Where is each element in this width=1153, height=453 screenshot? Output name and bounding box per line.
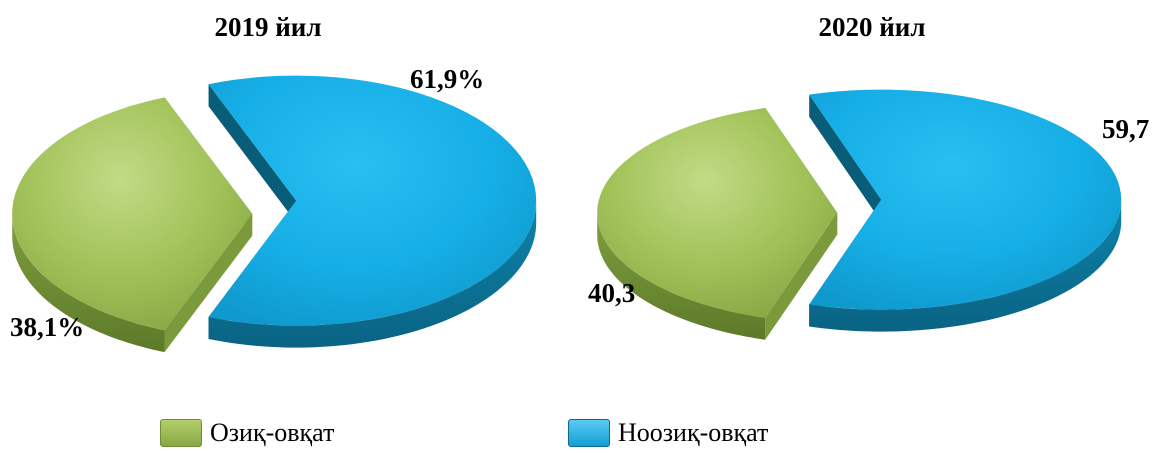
data-label-2019-nonfood: 61,9% xyxy=(410,64,484,94)
pie-chart-2019: 2019 йил 38,1% 61,9% xyxy=(10,12,537,353)
pie-2020-food-cut-face-1 xyxy=(765,212,838,340)
legend-swatch-food xyxy=(160,419,202,447)
data-label-2020-food: 40,3 xyxy=(588,278,635,308)
pie-2020-food-rim-1 xyxy=(597,212,766,340)
pie-2020-nonfood-rim-1 xyxy=(809,199,1122,332)
pie-2019-nonfood-cut-face-1 xyxy=(208,84,297,223)
data-label-2019-food: 38,1% xyxy=(10,312,84,342)
pie-2020-slice-nonfood xyxy=(809,89,1122,310)
legend-swatch-nonfood xyxy=(568,419,610,447)
pie-2019-food-cut-face-1 xyxy=(164,213,253,353)
chart-title-2020: 2020 йил xyxy=(818,12,925,42)
pie-2019-slice-food xyxy=(12,97,253,331)
pie-2020-slice-food xyxy=(597,107,838,318)
pie-chart-2020: 2020 йил 40,3 59,7 xyxy=(588,12,1149,340)
pie-2020-slices xyxy=(597,89,1122,340)
data-label-2020-nonfood: 59,7 xyxy=(1102,114,1149,144)
pie-2019-slices xyxy=(12,75,537,353)
pie-2019-nonfood-rim-1 xyxy=(208,200,537,348)
legend-label-nonfood: Ноозиқ-овқат xyxy=(618,418,769,447)
legend-label-food: Озиқ-овқат xyxy=(210,418,335,447)
chart-title-2019: 2019 йил xyxy=(214,12,321,42)
legend-item-nonfood: Ноозиқ-овқат xyxy=(568,418,768,448)
pie-2019-slice-nonfood xyxy=(208,75,537,326)
pie-2020-nonfood-cut-face-1 xyxy=(809,94,882,222)
legend-item-food: Озиқ-овқат xyxy=(160,418,334,448)
pie-2019-food-rim-1 xyxy=(12,211,165,353)
